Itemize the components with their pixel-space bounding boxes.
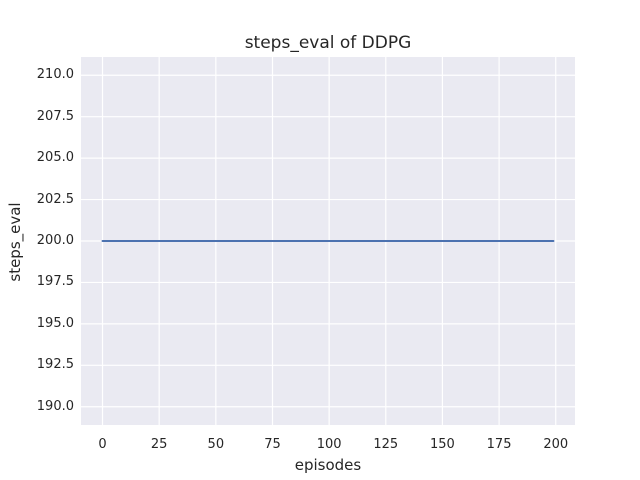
y-tick-label: 190.0 (36, 398, 74, 414)
plot-area (81, 57, 575, 425)
y-tick-label: 207.5 (36, 108, 74, 124)
x-tick-label: 125 (373, 437, 399, 452)
x-tick-label: 50 (207, 437, 225, 452)
x-tick-label: 0 (98, 437, 107, 452)
x-tick-label: 150 (430, 437, 455, 452)
y-tick-label: 195.0 (36, 315, 74, 331)
x-tick-label: 200 (543, 437, 569, 452)
x-axis-label: episodes (294, 456, 362, 474)
y-tick-label: 192.5 (36, 357, 74, 373)
y-tick-label: 205.0 (36, 150, 74, 166)
x-tick-label: 75 (264, 437, 281, 452)
x-tick-label: 100 (316, 437, 342, 452)
x-tick-label: 25 (150, 437, 168, 452)
chart-title: steps_eval of DDPG (244, 33, 412, 53)
y-tick-label: 197.5 (36, 274, 74, 290)
x-tick-label: 175 (486, 437, 512, 452)
y-tick-label: 210.0 (36, 67, 74, 83)
y-tick-label: 202.5 (36, 191, 74, 207)
y-tick-label: 200.0 (36, 233, 74, 248)
